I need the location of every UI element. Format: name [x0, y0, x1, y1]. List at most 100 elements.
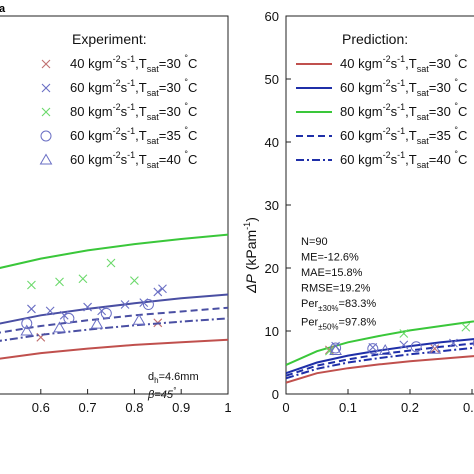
left-data-point-2-3 — [59, 310, 69, 320]
legend-unit-c: C — [458, 104, 467, 119]
legend-sat-subscript: sat — [417, 160, 430, 170]
panel-label: a — [0, 3, 6, 15]
right-series-line-2 — [286, 338, 474, 375]
right-y-tick-label: 20 — [265, 261, 279, 276]
right-data-point-3-2 — [399, 329, 409, 338]
right-data-point-4-2 — [367, 343, 379, 355]
legend-unit-s: s — [121, 56, 128, 71]
left-data-point-5-1 — [20, 324, 34, 336]
legend-unit-s: s — [391, 128, 398, 143]
left-data-point-4-2 — [63, 312, 75, 324]
stat-line-6: Per±50%=97.8% — [301, 317, 376, 332]
legend-sat-subscript: sat — [147, 88, 160, 98]
left-legend-title: Experiment: — [72, 31, 147, 47]
right-legend-label-4: 60 kgm-2s-1,Tsat=35 °C — [340, 125, 467, 146]
left-legend-label-2: 60 kgm-2s-1,Tsat=30 °C — [70, 77, 197, 98]
legend-unit-s: s — [391, 80, 398, 95]
right-data-point-5-3 — [428, 342, 442, 354]
right-data-point-3-3 — [461, 322, 471, 332]
legend-exp-2: -1 — [397, 54, 405, 64]
right-data-point-5-2 — [378, 344, 392, 356]
legend-exp-1: -2 — [383, 126, 391, 136]
left-series-line-4 — [0, 306, 229, 334]
legend-unit-c: C — [188, 56, 197, 71]
hydraulic-diameter-label: dh=4.6mm — [148, 371, 199, 385]
left-legend-marker-2 — [41, 83, 51, 93]
legend-exp-1: -2 — [383, 54, 391, 64]
stat-line-5: Per±30%=83.3% — [301, 298, 376, 313]
right-x-tick-label: 0.3 — [463, 400, 474, 415]
legend-sat-subscript: sat — [147, 136, 160, 146]
legend-exp-2: -1 — [127, 78, 135, 88]
legend-mass-flux: 80 kgm — [70, 104, 113, 119]
legend-exp-1: -2 — [383, 102, 391, 112]
legend-t-label: ,T — [135, 56, 147, 71]
legend-unit-c: C — [188, 128, 197, 143]
stat-subscript: ±50% — [318, 323, 338, 332]
angle-label: β=45° — [147, 386, 177, 401]
left-data-point-2-8 — [153, 287, 163, 297]
legend-t-label: ,T — [135, 152, 147, 167]
left-annotation: dh=4.6mm β=45° — [147, 371, 199, 401]
legend-exp-2: -1 — [127, 102, 135, 112]
diameter-value: =4.6mm — [159, 371, 199, 383]
legend-unit-c: C — [458, 152, 467, 167]
left-data-point-3-4 — [106, 258, 116, 268]
left-legend-label-3: 80 kgm-2s-1,Tsat=30 °C — [70, 101, 197, 122]
legend-t-label: ,T — [135, 128, 147, 143]
stat-value: =97.8% — [339, 317, 377, 329]
legend-unit-c: C — [188, 104, 197, 119]
y-unit-base: (kPam — [243, 230, 259, 274]
left-panel: 0.6 0.7 0.8 0.9 1 Experiment: 40 kgm-2s-1,Ts… — [0, 15, 232, 415]
legend-temp-value: =35 — [159, 128, 185, 143]
legend-unit-c: C — [188, 152, 197, 167]
legend-t-label: ,T — [405, 128, 417, 143]
legend-unit-s: s — [121, 104, 128, 119]
legend-t-label: ,T — [135, 80, 147, 95]
right-data-point-3-1 — [325, 346, 334, 356]
legend-unit-s: s — [391, 104, 398, 119]
left-data-point-4-4 — [142, 299, 154, 311]
legend-temp-value: =30 — [429, 104, 455, 119]
left-legend-label-1: 40 kgm-2s-1,Tsat=30 °C — [70, 53, 197, 74]
legend-t-label: ,T — [405, 56, 417, 71]
right-legend-label-2: 60 kgm-2s-1,Tsat=30 °C — [340, 77, 467, 98]
left-data-point-2-9 — [158, 284, 167, 294]
legend-mass-flux: 80 kgm — [340, 104, 383, 119]
legend-exp-1: -2 — [383, 150, 391, 160]
legend-mass-flux: 60 kgm — [340, 152, 383, 167]
left-legend-marker-3 — [41, 107, 51, 117]
legend-degree: ° — [454, 53, 458, 63]
legend-mass-flux: 60 kgm — [70, 128, 113, 143]
legend-exp-1: -2 — [113, 126, 121, 136]
legend-sat-subscript: sat — [147, 64, 160, 74]
legend-exp-1: -2 — [113, 102, 121, 112]
right-y-tick-label: 40 — [265, 135, 279, 150]
legend-exp-2: -1 — [397, 150, 405, 160]
legend-sat-subscript: sat — [147, 112, 160, 122]
right-series-line-1 — [286, 355, 474, 384]
legend-exp-1: -2 — [113, 54, 121, 64]
legend-unit-s: s — [121, 152, 128, 167]
left-data-point-3-5 — [130, 276, 139, 285]
right-legend-label-5: 60 kgm-2s-1,Tsat=40 °C — [340, 149, 467, 170]
legend-degree: ° — [184, 125, 188, 135]
legend-temp-value: =30 — [159, 56, 185, 71]
legend-temp-value: =30 — [159, 80, 185, 95]
right-legend: Prediction: 40 kgm-2s-1,Tsat=30 °C60 kgm… — [296, 31, 467, 170]
right-y-tick-label: 10 — [265, 324, 279, 339]
left-data-point-3-1 — [27, 280, 36, 290]
right-data-point-4-3 — [410, 341, 422, 353]
legend-temp-value: =30 — [429, 80, 455, 95]
angle-degree: ° — [173, 386, 177, 395]
left-data-point-2-2 — [45, 306, 55, 316]
legend-temp-value: =35 — [429, 128, 455, 143]
legend-unit-s: s — [391, 56, 398, 71]
left-data-point-2-1 — [27, 304, 36, 314]
left-x-tick-label: 0.7 — [79, 400, 97, 415]
legend-degree: ° — [454, 125, 458, 135]
right-legend-items: 40 kgm-2s-1,Tsat=30 °C60 kgm-2s-1,Tsat=3… — [296, 53, 467, 170]
right-data-point-4-4 — [472, 339, 474, 347]
legend-degree: ° — [454, 149, 458, 159]
